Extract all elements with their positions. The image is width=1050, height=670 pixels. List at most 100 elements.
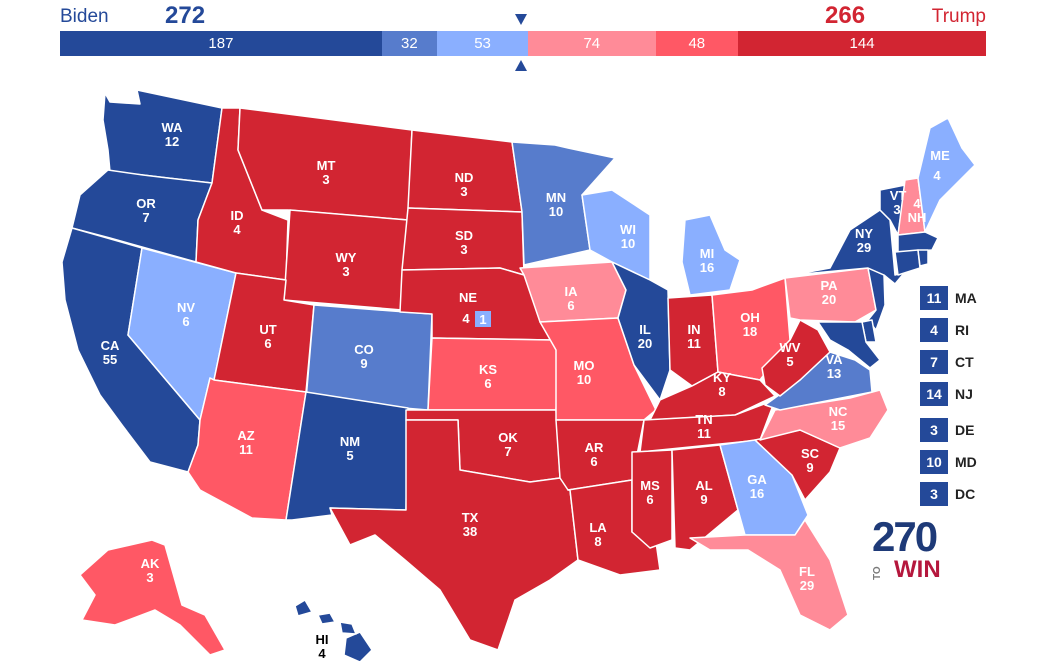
ev-ca: 55 xyxy=(103,352,117,367)
small-state-row[interactable]: 3 DE xyxy=(920,418,1030,442)
state-wa[interactable] xyxy=(102,89,223,184)
label-id: ID xyxy=(231,208,244,223)
small-state-ev: 4 xyxy=(920,318,948,342)
small-state-row[interactable]: 10 MD xyxy=(920,450,1030,474)
label-ut: UT xyxy=(259,322,276,337)
label-ia: IA xyxy=(565,284,579,299)
state-ct[interactable] xyxy=(894,249,921,276)
state-me[interactable] xyxy=(917,117,976,233)
label-mt: MT xyxy=(317,158,336,173)
ev-pa: 20 xyxy=(822,292,836,307)
logo-number: 270 xyxy=(872,513,938,560)
bar-segment: 187 xyxy=(60,31,382,56)
logo-prefix: TO xyxy=(872,566,883,580)
ev-co: 9 xyxy=(360,356,367,371)
label-oh: OH xyxy=(740,310,760,325)
label-ok: OK xyxy=(498,430,518,445)
state-mi[interactable] xyxy=(681,214,741,296)
270-marker-bottom-icon xyxy=(515,60,527,71)
label-fl: FL xyxy=(799,564,815,579)
trump-total: 266 xyxy=(825,2,866,29)
ne-district-box xyxy=(475,311,491,327)
ev-ny: 29 xyxy=(857,240,871,255)
state-vt[interactable] xyxy=(879,184,906,236)
ev-nd: 3 xyxy=(460,184,467,199)
state-wv[interactable] xyxy=(761,319,831,397)
ev-fl: 29 xyxy=(800,578,814,593)
ev-mt: 3 xyxy=(322,172,329,187)
state-ri[interactable] xyxy=(917,249,929,267)
ev-sc: 9 xyxy=(806,460,813,475)
ev-vt: 3 xyxy=(893,202,900,217)
label-mn: MN xyxy=(546,190,566,205)
ev-wa: 12 xyxy=(165,134,179,149)
small-state-row[interactable]: 3 DC xyxy=(920,482,1030,506)
ev-id: 4 xyxy=(233,222,241,237)
state-ms[interactable] xyxy=(631,449,673,549)
state-tn[interactable] xyxy=(639,399,776,453)
label-in: IN xyxy=(688,322,701,337)
bar-segment: 74 xyxy=(528,31,656,56)
ev-wi: 10 xyxy=(621,236,635,251)
ev-ar: 6 xyxy=(590,454,597,469)
ev-oh: 18 xyxy=(743,324,757,339)
state-tx[interactable] xyxy=(329,419,579,651)
label-nd: ND xyxy=(455,170,474,185)
ev-il: 20 xyxy=(638,336,652,351)
state-ma[interactable] xyxy=(897,231,939,253)
label-wv: WV xyxy=(780,340,801,355)
state-ak[interactable] xyxy=(79,539,226,656)
bar-segment: 144 xyxy=(738,31,986,56)
label-ms: MS xyxy=(640,478,660,493)
label-nc: NC xyxy=(829,404,848,419)
small-state-row[interactable]: 11 MA xyxy=(920,286,1030,310)
ev-nm: 5 xyxy=(346,448,353,463)
label-ar: AR xyxy=(585,440,604,455)
label-wi: WI xyxy=(620,222,636,237)
small-state-ev: 10 xyxy=(920,450,948,474)
label-or: OR xyxy=(136,196,156,211)
ev-ia: 6 xyxy=(567,298,574,313)
biden-total: 272 xyxy=(165,2,206,29)
ne-district-ev: 1 xyxy=(479,312,486,327)
small-state-abbr: MA xyxy=(955,290,977,306)
ev-va: 13 xyxy=(827,366,841,381)
ev-or: 7 xyxy=(142,210,149,225)
ev-ga: 16 xyxy=(750,486,764,501)
label-vt: VT xyxy=(890,188,907,203)
small-state-ev: 14 xyxy=(920,382,948,406)
small-state-row[interactable]: 7 CT xyxy=(920,350,1030,374)
small-state-row[interactable]: 14 NJ xyxy=(920,382,1030,406)
ev-ne: 4 xyxy=(462,311,470,326)
small-state-ev: 7 xyxy=(920,350,948,374)
state-al[interactable] xyxy=(671,444,739,551)
ev-me: 4 xyxy=(933,168,941,183)
270-marker-top-icon xyxy=(515,14,527,25)
state-ny[interactable] xyxy=(791,209,906,285)
bar-segment: 48 xyxy=(655,31,739,56)
label-ga: GA xyxy=(747,472,767,487)
label-az: AZ xyxy=(237,428,254,443)
270towin-logo[interactable]: 270 TO WIN xyxy=(872,516,952,582)
ev-hi: 4 xyxy=(318,646,326,661)
small-state-ev: 3 xyxy=(920,418,948,442)
small-state-ev: 11 xyxy=(920,286,948,310)
label-ne: NE xyxy=(459,290,477,305)
ev-mo: 10 xyxy=(577,372,591,387)
ev-ak: 3 xyxy=(146,570,153,585)
label-hi: HI xyxy=(316,632,329,647)
small-state-row[interactable]: 4 RI xyxy=(920,318,1030,342)
label-ks: KS xyxy=(479,362,497,377)
state-md[interactable] xyxy=(817,321,881,369)
label-tn: TN xyxy=(695,412,712,427)
ev-sd: 3 xyxy=(460,242,467,257)
state-fl[interactable] xyxy=(689,519,849,631)
label-nv: NV xyxy=(177,300,195,315)
ev-mn: 10 xyxy=(549,204,563,219)
state-hi[interactable] xyxy=(294,599,373,663)
small-state-abbr: MD xyxy=(955,454,977,470)
label-tx: TX xyxy=(462,510,479,525)
ev-az: 11 xyxy=(239,442,253,457)
ev-ks: 6 xyxy=(484,376,491,391)
